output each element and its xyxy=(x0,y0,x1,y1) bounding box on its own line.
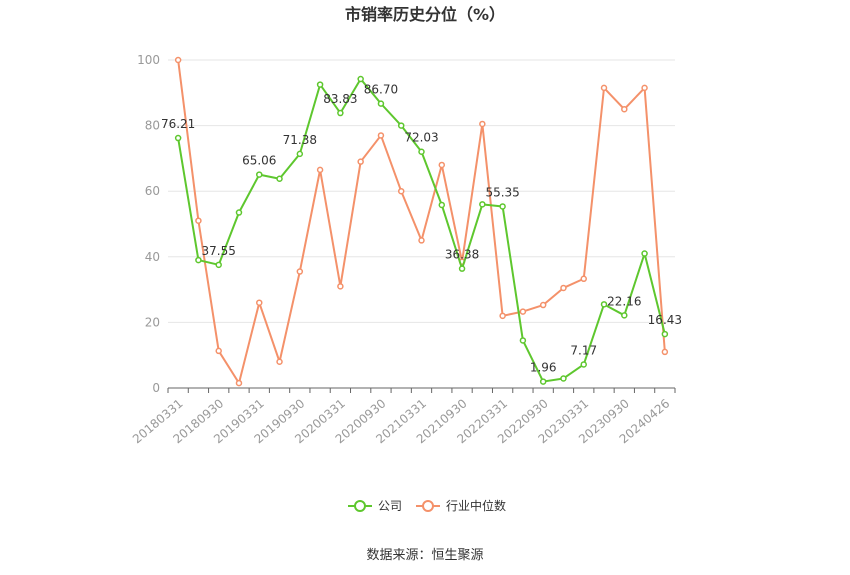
data-point[interactable] xyxy=(357,75,364,83)
grid-lines xyxy=(168,59,675,323)
source-note: 数据来源：恒生聚源 xyxy=(366,548,483,563)
data-point[interactable] xyxy=(458,265,466,272)
data-point[interactable] xyxy=(215,261,222,269)
data-point[interactable] xyxy=(316,81,324,88)
data-label: 76.21 xyxy=(161,117,195,131)
data-label: 72.03 xyxy=(404,131,438,145)
chart-title: 市销率历史分位（%） xyxy=(345,5,505,24)
data-point[interactable] xyxy=(499,203,506,210)
data-point[interactable] xyxy=(479,201,486,208)
data-point[interactable] xyxy=(195,256,202,264)
data-label: 86.70 xyxy=(364,83,398,97)
data-label: 83.83 xyxy=(323,92,357,106)
data-point[interactable] xyxy=(580,361,587,368)
data-point[interactable] xyxy=(519,308,527,315)
y-tick-label: 40 xyxy=(145,250,160,264)
data-point[interactable] xyxy=(296,150,304,158)
data-point[interactable] xyxy=(479,120,486,128)
y-tick-label: 60 xyxy=(145,184,160,198)
data-point[interactable] xyxy=(276,175,283,182)
legend-item-1[interactable]: 行业中位数 xyxy=(416,498,506,513)
legend[interactable]: 公司 行业中位数 xyxy=(348,498,506,513)
data-label: 22.16 xyxy=(607,294,641,308)
data-point[interactable] xyxy=(438,201,446,209)
data-point[interactable] xyxy=(418,148,425,155)
data-point[interactable] xyxy=(397,122,405,129)
y-tick-label: 0 xyxy=(152,381,160,395)
data-label: 16.43 xyxy=(648,313,682,327)
y-axis-ticks: 0 20 40 60 80 100 xyxy=(137,53,160,395)
data-point[interactable] xyxy=(256,299,263,306)
legend-item-0[interactable]: 公司 xyxy=(348,499,402,513)
data-point[interactable] xyxy=(560,284,567,292)
x-axis: 2018033120180930201903312019093020200331… xyxy=(130,387,676,446)
data-point[interactable] xyxy=(580,275,587,283)
data-point[interactable] xyxy=(641,84,648,92)
data-point[interactable] xyxy=(215,347,222,355)
data-point[interactable] xyxy=(418,237,425,244)
data-label: 55.35 xyxy=(485,185,519,199)
data-point[interactable] xyxy=(377,100,385,107)
data-label: 7.17 xyxy=(570,343,597,357)
data-point[interactable] xyxy=(438,161,446,169)
data-point[interactable] xyxy=(235,209,243,216)
data-point[interactable] xyxy=(357,158,364,165)
y-tick-label: 80 xyxy=(145,119,160,133)
data-point[interactable] xyxy=(600,301,608,308)
data-point[interactable] xyxy=(661,330,669,338)
data-point[interactable] xyxy=(519,337,527,344)
y-tick-label: 100 xyxy=(137,53,160,67)
data-point[interactable] xyxy=(337,109,344,117)
data-label: 65.06 xyxy=(242,154,276,168)
data-point[interactable] xyxy=(296,268,304,275)
y-tick-label: 20 xyxy=(145,315,160,329)
data-point[interactable] xyxy=(539,378,547,385)
series-layer xyxy=(174,56,669,387)
data-label: 1.96 xyxy=(530,361,557,375)
legend-marker xyxy=(354,500,366,512)
data-labels: 76.21 37.55 65.06 71.38 83.83 86.70 72.03 36.38… xyxy=(161,83,682,375)
data-point[interactable] xyxy=(621,105,628,113)
data-point[interactable] xyxy=(560,375,567,382)
data-point[interactable] xyxy=(235,379,243,387)
data-point[interactable] xyxy=(174,134,182,142)
data-point[interactable] xyxy=(397,187,405,195)
data-point[interactable] xyxy=(256,171,263,178)
series-line xyxy=(177,59,666,385)
data-point[interactable] xyxy=(539,301,547,309)
data-point[interactable] xyxy=(600,84,608,92)
data-label: 37.55 xyxy=(202,244,236,258)
legend-label: 公司 xyxy=(378,499,402,513)
data-label: 71.38 xyxy=(283,133,317,147)
data-point[interactable] xyxy=(276,358,283,366)
data-point[interactable] xyxy=(195,217,202,224)
data-label: 36.38 xyxy=(445,248,479,262)
series-1 xyxy=(174,56,669,387)
legend-marker xyxy=(422,500,434,512)
data-point[interactable] xyxy=(337,283,344,290)
data-point[interactable] xyxy=(621,312,628,319)
data-point[interactable] xyxy=(499,312,506,320)
series-0 xyxy=(174,75,669,385)
data-point[interactable] xyxy=(174,56,182,64)
data-point[interactable] xyxy=(316,166,324,174)
legend-label: 行业中位数 xyxy=(446,498,506,513)
data-point[interactable] xyxy=(661,348,669,356)
data-point[interactable] xyxy=(377,132,385,139)
data-point[interactable] xyxy=(641,250,648,257)
